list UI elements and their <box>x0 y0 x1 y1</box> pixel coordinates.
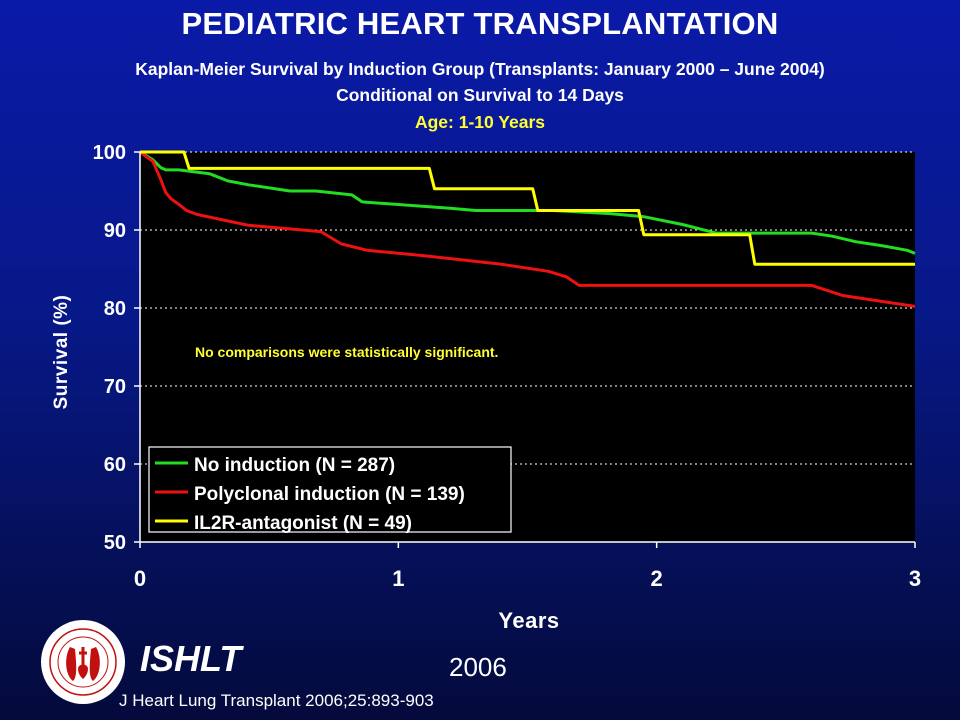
x-tick-label: 3 <box>909 566 921 591</box>
y-tick-label: 80 <box>104 298 126 320</box>
legend: No induction (N = 287) Polyclonal inducti… <box>148 446 512 534</box>
citation: J Heart Lung Transplant 2006;25:893-903 <box>119 691 434 710</box>
series-line-2 <box>139 150 916 308</box>
chart-subtitle: Kaplan-Meier Survival by Induction Group… <box>135 59 825 79</box>
series-line-1 <box>139 150 916 255</box>
legend-label: Polyclonal induction (N = 139) <box>194 484 465 505</box>
legend-label: No induction (N = 287) <box>194 455 395 476</box>
grid-lines <box>140 151 915 465</box>
x-tick-label: 1 <box>392 566 404 591</box>
significance-note: No comparisons were statistically signif… <box>195 344 498 360</box>
x-tick-label: 0 <box>134 566 146 591</box>
y-tick-label: 100 <box>93 142 126 164</box>
legend-box <box>148 446 512 533</box>
x-axis-label: Years <box>498 608 560 633</box>
organization-label: ISHLT <box>140 638 242 679</box>
y-tick-label: 50 <box>104 532 126 554</box>
y-axis-label: Survival (%) <box>51 294 72 410</box>
x-tick-label: 2 <box>651 566 663 591</box>
series-line-3 <box>140 150 915 266</box>
chart-condition-subtitle: Conditional on Survival to 14 Days <box>336 85 624 105</box>
legend-label: IL2R-antagonist (N = 49) <box>194 513 412 534</box>
y-tick-label: 60 <box>104 454 126 476</box>
page-title: PEDIATRIC HEART TRANSPLANTATION <box>181 6 779 41</box>
axis-ticks: 50 60 70 80 90 100 0 1 2 3 <box>93 142 922 591</box>
series-lines <box>139 150 916 308</box>
y-tick-label: 90 <box>104 220 126 242</box>
year-label: 2006 <box>449 652 507 682</box>
ishlt-logo <box>41 620 125 704</box>
age-group-subtitle: Age: 1-10 Years <box>414 112 546 132</box>
y-tick-label: 70 <box>104 376 126 398</box>
